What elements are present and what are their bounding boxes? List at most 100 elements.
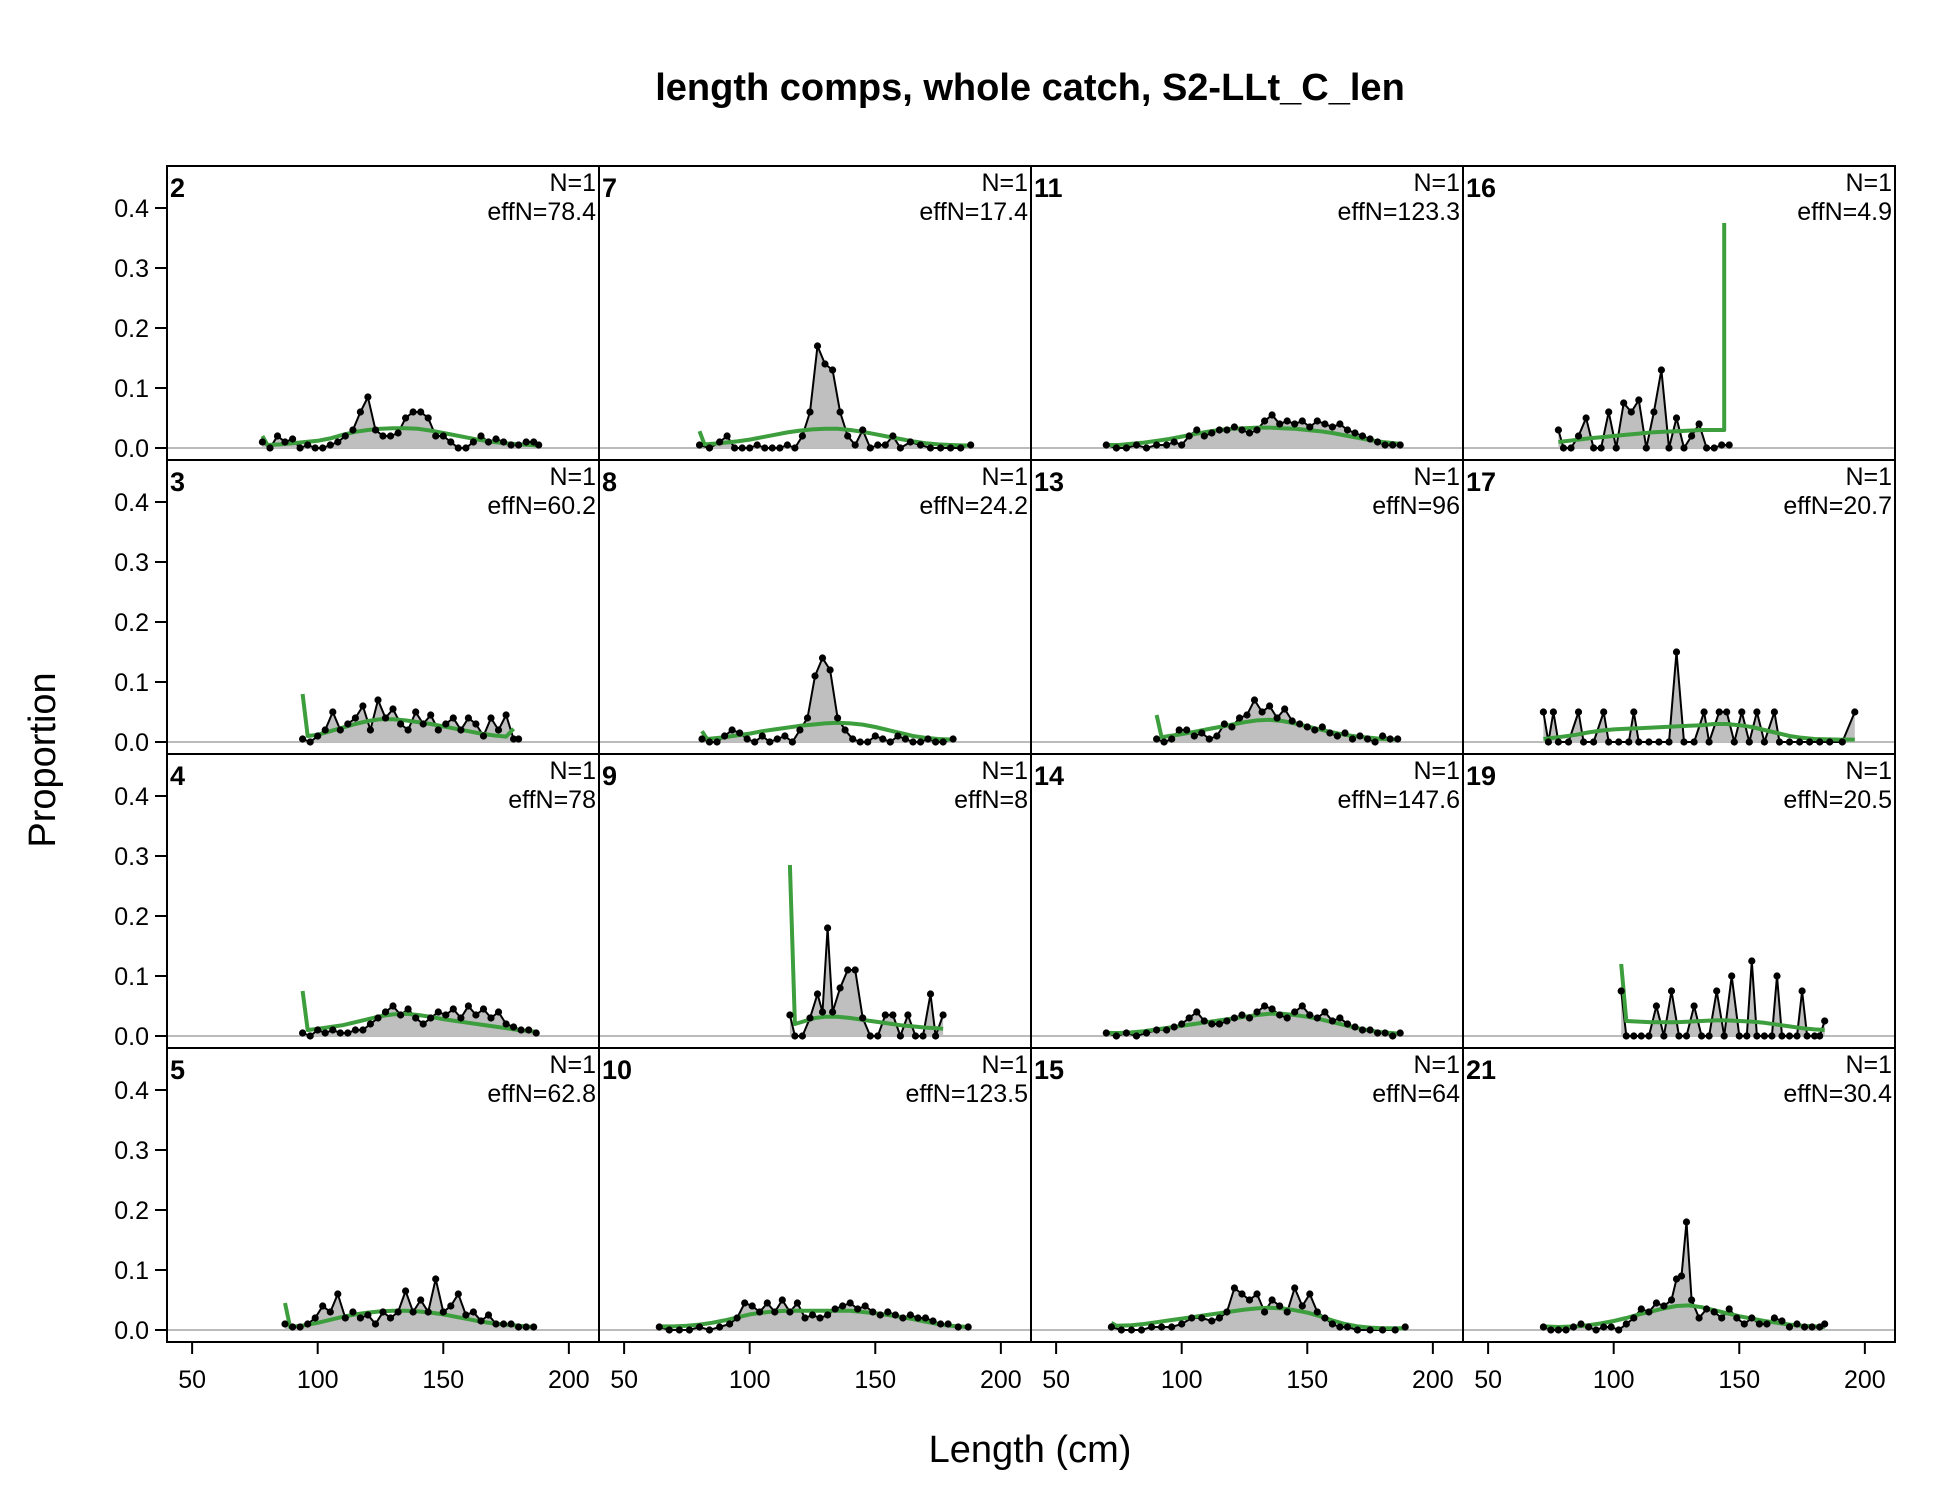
observed-point — [916, 441, 925, 449]
panel-label: 11 — [1034, 173, 1063, 203]
observed-point — [1763, 1320, 1771, 1328]
expected-line — [1558, 223, 1727, 444]
observed-point — [1291, 1284, 1299, 1292]
observed-point — [1585, 1323, 1593, 1331]
panel-effn-label: effN=64 — [1372, 1080, 1460, 1108]
observed-point — [397, 1011, 405, 1019]
observed-point — [266, 444, 274, 452]
observed-point — [1137, 1326, 1146, 1334]
observed-point — [1748, 1314, 1756, 1322]
observed-point — [1688, 1296, 1696, 1304]
observed-point — [1318, 723, 1326, 731]
observed-point — [454, 444, 462, 452]
observed-point — [1142, 1029, 1151, 1037]
observed-point — [1336, 1323, 1344, 1331]
observed-point — [1245, 1014, 1254, 1022]
observed-point — [321, 1029, 329, 1037]
observed-point — [896, 444, 905, 452]
observed-point — [1230, 423, 1238, 431]
observed-point — [1677, 1272, 1686, 1280]
observed-point — [1715, 708, 1723, 716]
observed-point — [1720, 1032, 1728, 1040]
observed-point — [1170, 438, 1178, 446]
observed-point — [1371, 738, 1379, 746]
observed-point — [791, 444, 799, 452]
panel-effn-label: effN=62.8 — [487, 1080, 596, 1108]
observed-point — [1660, 1032, 1668, 1040]
observed-point — [947, 444, 955, 452]
observed-point — [1366, 1026, 1374, 1034]
observed-point — [1615, 738, 1623, 746]
observed-point — [1238, 1011, 1246, 1019]
observed-point — [1223, 1308, 1231, 1316]
observed-point — [1353, 1326, 1362, 1334]
observed-point — [1348, 735, 1357, 743]
observed-point — [296, 1323, 304, 1331]
observed-point — [432, 1275, 440, 1283]
observed-point — [1142, 444, 1151, 452]
panel-effn-label: effN=123.3 — [1337, 198, 1460, 226]
observed-point — [484, 438, 493, 446]
observed-point — [319, 444, 327, 452]
observed-point — [1306, 1011, 1314, 1019]
observed-point — [1245, 1296, 1254, 1304]
observed-point — [409, 408, 417, 416]
observed-point — [1770, 708, 1778, 716]
observed-point — [751, 738, 759, 746]
y-tick-label: 0.3 — [114, 255, 149, 283]
observed-point — [1396, 1029, 1404, 1037]
y-tick-label: 0.1 — [114, 1257, 149, 1285]
y-tick-label: 0.1 — [114, 375, 149, 403]
observed-point — [1617, 987, 1625, 995]
observed-point — [359, 702, 367, 710]
observed-point — [1657, 366, 1665, 374]
observed-point — [798, 432, 807, 440]
observed-point — [1170, 1023, 1178, 1031]
observed-point — [1153, 441, 1161, 449]
observed-point — [778, 1296, 786, 1304]
observed-point — [477, 1317, 485, 1325]
panel-effn-label: effN=8 — [954, 786, 1028, 814]
observed-point — [836, 408, 844, 416]
observed-point — [1748, 957, 1756, 965]
observed-point — [1562, 1326, 1570, 1334]
observed-point — [1183, 726, 1191, 734]
observed-point — [1703, 444, 1711, 452]
observed-point — [1574, 708, 1583, 716]
observed-point — [402, 1287, 410, 1295]
observed-point — [1796, 738, 1804, 746]
observed-point — [1343, 1020, 1352, 1028]
observed-point — [1328, 423, 1336, 431]
observed-point — [1733, 1314, 1741, 1322]
expected-line — [1619, 963, 1825, 1032]
expected-line — [300, 990, 537, 1034]
observed-point — [1811, 1032, 1819, 1040]
observed-point — [821, 360, 829, 368]
observed-point — [1682, 1218, 1691, 1226]
observed-point — [916, 738, 925, 746]
panel-n-label: N=1 — [1413, 757, 1460, 785]
observed-point — [738, 444, 746, 452]
observed-point — [1821, 1017, 1829, 1025]
observed-point — [366, 726, 374, 734]
observed-point — [1698, 1032, 1706, 1040]
observed-point — [1600, 708, 1608, 716]
panel-label: 19 — [1466, 761, 1496, 791]
observed-line — [1620, 960, 1826, 1037]
observed-point — [1188, 1314, 1196, 1322]
observed-point — [1374, 438, 1382, 446]
observed-point — [472, 720, 480, 728]
observed-point — [929, 1317, 937, 1325]
observed-area — [699, 346, 971, 448]
panel-n-label: N=1 — [1845, 1051, 1892, 1079]
observed-point — [786, 1011, 794, 1019]
observed-point — [716, 438, 724, 446]
observed-point — [1193, 1008, 1201, 1016]
observed-point — [1660, 1302, 1668, 1310]
observed-point — [1396, 441, 1404, 449]
observed-point — [957, 444, 965, 452]
